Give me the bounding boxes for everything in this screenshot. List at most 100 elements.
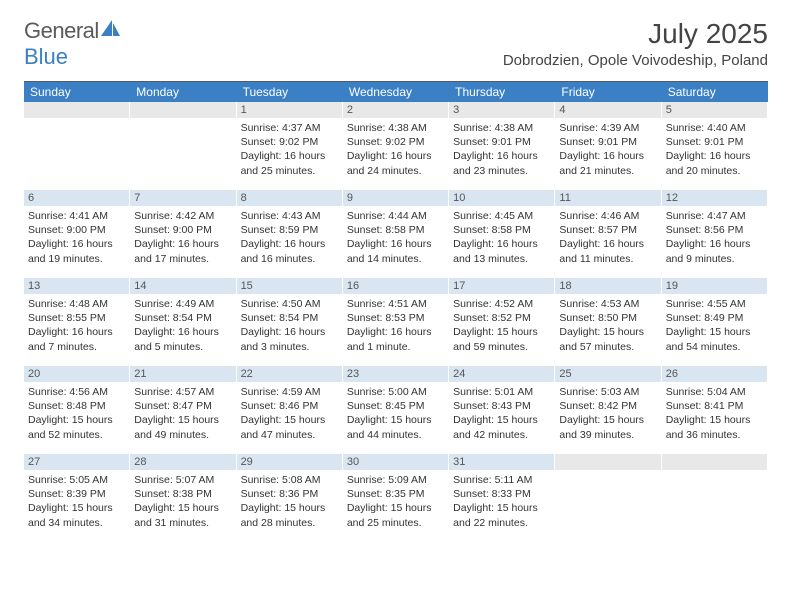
calendar-cell: 26Sunrise: 5:04 AMSunset: 8:41 PMDayligh… (662, 366, 768, 454)
calendar-cell (662, 454, 768, 542)
daylight-text-1: Daylight: 15 hours (28, 413, 126, 427)
page-header: General July 2025 Dobrodzien, Opole Voiv… (24, 18, 768, 73)
sunset-text: Sunset: 9:00 PM (28, 223, 126, 237)
calendar-cell (555, 454, 661, 542)
sunset-text: Sunset: 9:01 PM (666, 135, 764, 149)
daylight-text-2: and 59 minutes. (453, 340, 551, 354)
sunrise-text: Sunrise: 4:57 AM (134, 385, 232, 399)
cell-body: Sunrise: 4:48 AMSunset: 8:55 PMDaylight:… (24, 294, 130, 357)
daylight-text-1: Daylight: 16 hours (666, 149, 764, 163)
calendar-cell: 25Sunrise: 5:03 AMSunset: 8:42 PMDayligh… (555, 366, 661, 454)
calendar-cell: 14Sunrise: 4:49 AMSunset: 8:54 PMDayligh… (130, 278, 236, 366)
daylight-text-1: Daylight: 15 hours (666, 325, 764, 339)
sunrise-text: Sunrise: 4:55 AM (666, 297, 764, 311)
sunrise-text: Sunrise: 4:43 AM (241, 209, 339, 223)
sunrise-text: Sunrise: 5:04 AM (666, 385, 764, 399)
day-header: Wednesday (343, 82, 449, 102)
calendar-cell: 19Sunrise: 4:55 AMSunset: 8:49 PMDayligh… (662, 278, 768, 366)
sunset-text: Sunset: 8:38 PM (134, 487, 232, 501)
calendar-cell: 6Sunrise: 4:41 AMSunset: 9:00 PMDaylight… (24, 190, 130, 278)
daylight-text-1: Daylight: 16 hours (559, 149, 657, 163)
daylight-text-1: Daylight: 16 hours (28, 325, 126, 339)
cell-body: Sunrise: 4:59 AMSunset: 8:46 PMDaylight:… (237, 382, 343, 445)
cell-body: Sunrise: 4:42 AMSunset: 9:00 PMDaylight:… (130, 206, 236, 269)
daylight-text-2: and 7 minutes. (28, 340, 126, 354)
day-number: 16 (343, 278, 449, 294)
calendar-cell: 18Sunrise: 4:53 AMSunset: 8:50 PMDayligh… (555, 278, 661, 366)
daylight-text-2: and 11 minutes. (559, 252, 657, 266)
calendar-cell: 28Sunrise: 5:07 AMSunset: 8:38 PMDayligh… (130, 454, 236, 542)
cell-body: Sunrise: 5:05 AMSunset: 8:39 PMDaylight:… (24, 470, 130, 533)
day-number: 5 (662, 102, 768, 118)
cell-body: Sunrise: 4:40 AMSunset: 9:01 PMDaylight:… (662, 118, 768, 181)
daylight-text-1: Daylight: 15 hours (666, 413, 764, 427)
calendar-cell: 7Sunrise: 4:42 AMSunset: 9:00 PMDaylight… (130, 190, 236, 278)
sunrise-text: Sunrise: 4:59 AM (241, 385, 339, 399)
cell-body: Sunrise: 4:56 AMSunset: 8:48 PMDaylight:… (24, 382, 130, 445)
sunset-text: Sunset: 9:00 PM (134, 223, 232, 237)
daylight-text-2: and 25 minutes. (241, 164, 339, 178)
calendar-cell: 11Sunrise: 4:46 AMSunset: 8:57 PMDayligh… (555, 190, 661, 278)
sunset-text: Sunset: 8:54 PM (134, 311, 232, 325)
daylight-text-2: and 49 minutes. (134, 428, 232, 442)
daylight-text-1: Daylight: 16 hours (666, 237, 764, 251)
calendar-cell: 27Sunrise: 5:05 AMSunset: 8:39 PMDayligh… (24, 454, 130, 542)
daylight-text-2: and 23 minutes. (453, 164, 551, 178)
sunset-text: Sunset: 8:47 PM (134, 399, 232, 413)
sunrise-text: Sunrise: 5:11 AM (453, 473, 551, 487)
sunrise-text: Sunrise: 4:37 AM (241, 121, 339, 135)
day-number: 31 (449, 454, 555, 470)
daylight-text-1: Daylight: 15 hours (453, 413, 551, 427)
sunrise-text: Sunrise: 4:52 AM (453, 297, 551, 311)
cell-body: Sunrise: 5:04 AMSunset: 8:41 PMDaylight:… (662, 382, 768, 445)
day-number: 17 (449, 278, 555, 294)
day-number: 12 (662, 190, 768, 206)
daylight-text-2: and 3 minutes. (241, 340, 339, 354)
daylight-text-2: and 21 minutes. (559, 164, 657, 178)
sunset-text: Sunset: 8:58 PM (347, 223, 445, 237)
day-header: Tuesday (237, 82, 343, 102)
calendar-cell: 23Sunrise: 5:00 AMSunset: 8:45 PMDayligh… (343, 366, 449, 454)
cell-body: Sunrise: 4:55 AMSunset: 8:49 PMDaylight:… (662, 294, 768, 357)
cell-body: Sunrise: 4:51 AMSunset: 8:53 PMDaylight:… (343, 294, 449, 357)
sunrise-text: Sunrise: 5:03 AM (559, 385, 657, 399)
cell-body: Sunrise: 4:49 AMSunset: 8:54 PMDaylight:… (130, 294, 236, 357)
daylight-text-2: and 17 minutes. (134, 252, 232, 266)
sunset-text: Sunset: 8:55 PM (28, 311, 126, 325)
calendar-cell: 12Sunrise: 4:47 AMSunset: 8:56 PMDayligh… (662, 190, 768, 278)
daylight-text-1: Daylight: 16 hours (347, 325, 445, 339)
calendar-cell: 21Sunrise: 4:57 AMSunset: 8:47 PMDayligh… (130, 366, 236, 454)
cell-body: Sunrise: 5:07 AMSunset: 8:38 PMDaylight:… (130, 470, 236, 533)
cell-body: Sunrise: 4:44 AMSunset: 8:58 PMDaylight:… (343, 206, 449, 269)
sunrise-text: Sunrise: 4:48 AM (28, 297, 126, 311)
daylight-text-1: Daylight: 16 hours (28, 237, 126, 251)
calendar-cell: 24Sunrise: 5:01 AMSunset: 8:43 PMDayligh… (449, 366, 555, 454)
calendar-cell: 5Sunrise: 4:40 AMSunset: 9:01 PMDaylight… (662, 102, 768, 190)
sunset-text: Sunset: 8:48 PM (28, 399, 126, 413)
calendar-grid: SundayMondayTuesdayWednesdayThursdayFrid… (24, 81, 768, 542)
day-header: Saturday (662, 82, 768, 102)
daylight-text-2: and 14 minutes. (347, 252, 445, 266)
cell-body: Sunrise: 4:37 AMSunset: 9:02 PMDaylight:… (237, 118, 343, 181)
daylight-text-2: and 25 minutes. (347, 516, 445, 530)
cell-body: Sunrise: 5:08 AMSunset: 8:36 PMDaylight:… (237, 470, 343, 533)
sunset-text: Sunset: 8:39 PM (28, 487, 126, 501)
cell-body: Sunrise: 4:39 AMSunset: 9:01 PMDaylight:… (555, 118, 661, 181)
sunrise-text: Sunrise: 5:05 AM (28, 473, 126, 487)
sunrise-text: Sunrise: 4:39 AM (559, 121, 657, 135)
calendar-cell: 30Sunrise: 5:09 AMSunset: 8:35 PMDayligh… (343, 454, 449, 542)
sunrise-text: Sunrise: 4:47 AM (666, 209, 764, 223)
day-number: 26 (662, 366, 768, 382)
daylight-text-1: Daylight: 15 hours (241, 501, 339, 515)
sunrise-text: Sunrise: 4:42 AM (134, 209, 232, 223)
sunrise-text: Sunrise: 5:00 AM (347, 385, 445, 399)
sunset-text: Sunset: 8:49 PM (666, 311, 764, 325)
day-number: 24 (449, 366, 555, 382)
calendar-cell (24, 102, 130, 190)
sunrise-text: Sunrise: 5:07 AM (134, 473, 232, 487)
day-number: 30 (343, 454, 449, 470)
calendar-cell: 2Sunrise: 4:38 AMSunset: 9:02 PMDaylight… (343, 102, 449, 190)
sunset-text: Sunset: 8:50 PM (559, 311, 657, 325)
sunset-text: Sunset: 8:54 PM (241, 311, 339, 325)
day-number: 14 (130, 278, 236, 294)
